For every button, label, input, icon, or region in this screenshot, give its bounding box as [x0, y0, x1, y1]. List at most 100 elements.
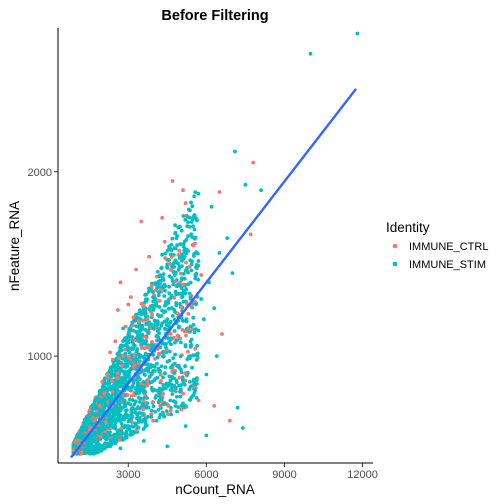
- point: [355, 31, 360, 36]
- point: [110, 389, 115, 394]
- point: [140, 419, 144, 423]
- point: [122, 417, 126, 422]
- point: [144, 292, 149, 297]
- point: [169, 342, 173, 347]
- point: [180, 328, 185, 332]
- point: [173, 231, 178, 236]
- point: [116, 376, 120, 381]
- point: [105, 413, 109, 418]
- point: [135, 388, 140, 392]
- point: [193, 327, 198, 332]
- point: [118, 280, 123, 285]
- point: [100, 421, 105, 425]
- point: [115, 352, 120, 356]
- point: [181, 291, 185, 296]
- point: [186, 249, 191, 253]
- point: [146, 366, 151, 370]
- point: [190, 365, 195, 370]
- point: [129, 394, 134, 398]
- point: [110, 357, 115, 362]
- point: [158, 372, 163, 377]
- point: [176, 253, 181, 257]
- point: [92, 406, 97, 411]
- point: [168, 378, 173, 382]
- tick-labels: 3000 6000 9000 12000 1000 2000: [28, 167, 378, 481]
- point: [199, 273, 204, 277]
- point: [179, 340, 183, 345]
- point: [161, 285, 166, 290]
- point: [134, 324, 139, 329]
- series-immune-ctrl: [71, 160, 256, 456]
- point: [116, 360, 121, 364]
- point: [130, 398, 135, 402]
- point: [174, 301, 179, 305]
- point: [187, 387, 192, 392]
- point: [134, 411, 139, 416]
- point: [174, 394, 179, 399]
- point: [166, 306, 171, 311]
- point: [189, 337, 194, 342]
- point: [84, 442, 89, 447]
- point: [204, 433, 209, 438]
- point: [124, 435, 129, 440]
- point: [187, 397, 192, 402]
- chart-title: Before Filtering: [161, 8, 268, 24]
- point: [131, 315, 136, 320]
- point: [114, 387, 119, 392]
- point: [133, 363, 137, 368]
- point: [89, 422, 94, 427]
- point: [172, 329, 177, 333]
- point: [182, 239, 187, 244]
- point: [162, 402, 167, 406]
- point: [123, 432, 128, 436]
- point: [156, 335, 161, 340]
- point: [152, 294, 156, 299]
- point: [120, 363, 124, 368]
- point: [170, 363, 175, 368]
- point: [116, 308, 120, 312]
- point: [150, 312, 155, 317]
- point: [144, 339, 149, 343]
- point: [159, 397, 164, 402]
- point: [137, 415, 142, 420]
- point: [105, 372, 110, 377]
- point: [189, 268, 194, 273]
- point: [181, 282, 186, 287]
- point: [118, 381, 122, 386]
- point: [134, 357, 139, 362]
- point: [181, 188, 185, 193]
- point: [153, 409, 158, 414]
- point: [189, 200, 193, 205]
- point: [180, 375, 185, 380]
- point: [118, 408, 123, 412]
- point: [144, 335, 149, 340]
- axes: [57, 28, 373, 464]
- point: [164, 345, 168, 350]
- point: [187, 207, 191, 212]
- point: [178, 302, 182, 306]
- point: [259, 188, 263, 193]
- point: [169, 243, 174, 247]
- point: [108, 416, 112, 421]
- point: [145, 401, 150, 405]
- point: [156, 407, 161, 412]
- point: [155, 285, 160, 290]
- point: [248, 232, 253, 237]
- point: [217, 190, 222, 194]
- point: [135, 347, 140, 351]
- point: [155, 269, 160, 274]
- point: [167, 291, 172, 296]
- point: [137, 333, 142, 337]
- point: [179, 370, 184, 375]
- point: [176, 405, 181, 410]
- point: [188, 356, 192, 361]
- point: [168, 296, 173, 300]
- point: [192, 227, 197, 232]
- point: [173, 223, 178, 228]
- point: [140, 323, 145, 328]
- point: [195, 343, 200, 348]
- point: [144, 311, 148, 316]
- point: [87, 413, 91, 417]
